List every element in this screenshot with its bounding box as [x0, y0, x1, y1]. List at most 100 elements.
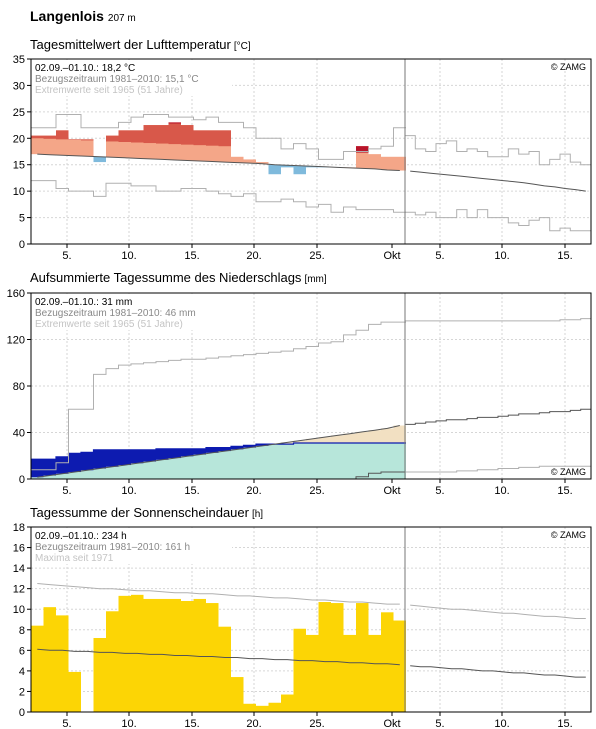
x-tick-label: 25.: [309, 250, 324, 262]
precip-normal-fill: [93, 468, 106, 479]
precip-title-unit: [mm]: [304, 274, 327, 285]
plot-frame: [30, 292, 592, 480]
precip-surplus-bar: [218, 447, 231, 452]
y-tick-label: 8: [19, 625, 25, 637]
temp-bar-above: [181, 125, 194, 145]
sunshine-bar: [356, 603, 369, 712]
x-tick-label: 15.: [184, 485, 199, 497]
temp-bar-normal: [43, 135, 56, 155]
sunshine-bar: [331, 603, 344, 712]
sunshine-bar: [118, 595, 131, 712]
precip-normal-fill: [393, 442, 406, 479]
y-tick-label: 6: [19, 645, 25, 657]
temp-min-extreme-line: [31, 180, 406, 213]
temp-bar-above: [131, 130, 144, 143]
precip-normal-fill: [243, 447, 256, 479]
legend-extremes: Extremwerte seit 1965 (51 Jahre): [35, 319, 183, 330]
precip-normal-fill: [56, 473, 69, 479]
temp-bar-above: [81, 139, 94, 141]
temp-bar-normal: [368, 154, 381, 169]
temp-bar-normal: [68, 139, 81, 156]
y-tick-label: 12: [13, 584, 25, 596]
precip-surplus-bar: [156, 448, 169, 460]
precip-normal-fill: [118, 465, 131, 479]
sunshine-bar: [368, 634, 381, 712]
sunshine-bar: [68, 671, 81, 712]
legend-background: [32, 60, 232, 96]
x-tick-label: 15.: [184, 718, 199, 729]
x-tick-label: Okt: [383, 485, 400, 497]
y-tick-label: 16: [13, 543, 25, 555]
precip-normal-fill: [193, 454, 206, 479]
precip-deficit-bar: [381, 428, 394, 443]
temp-bar-above: [106, 135, 119, 142]
sunshine-bar: [193, 598, 206, 712]
precip-chart-title: Aufsummierte Tagessumme des Niederschlag…: [30, 270, 327, 285]
precip-normal-fill: [156, 459, 169, 479]
y-tick-label: 15: [13, 160, 25, 172]
y-tick-label: 20: [13, 133, 25, 145]
y-tick-label: 10: [13, 604, 25, 616]
y-tick-label: 25: [13, 107, 25, 119]
station-header: Langenlois 207 m: [30, 8, 136, 24]
temp-outlook-min-line: [405, 209, 591, 232]
precip-normal-fill: [356, 442, 369, 479]
y-tick-label: 0: [19, 239, 25, 251]
legend-current-period: 02.09.–01.10.: 18,2 °C: [35, 63, 135, 74]
precip-surplus-bar: [243, 445, 256, 448]
precip-title-text: Aufsummierte Tagessumme des Niederschlag…: [30, 270, 302, 285]
sun-outlook-max-line: [410, 604, 586, 619]
y-tick-label: 160: [7, 288, 25, 300]
precip-surplus-bar: [106, 449, 119, 467]
x-tick-label: 5.: [435, 485, 444, 497]
temp-max-extreme-line: [31, 114, 406, 160]
temp-bar-extreme: [168, 122, 181, 124]
precip-normal-fill: [31, 477, 44, 479]
x-tick-label: 5.: [62, 718, 71, 729]
precip-normal-fill: [293, 442, 306, 479]
precip-normal-fill: [268, 444, 281, 479]
x-tick-label: 10.: [121, 718, 136, 729]
precip-normal-fill: [81, 470, 94, 479]
y-tick-label: 40: [13, 428, 25, 440]
precip-normal-fill: [231, 449, 244, 479]
x-tick-label: 10.: [121, 250, 136, 262]
precip-surplus-bar: [256, 444, 269, 446]
sunshine-bar: [243, 703, 256, 712]
sunshine-bar: [231, 677, 244, 712]
y-tick-label: 80: [13, 381, 25, 393]
temp-bar-below: [93, 156, 106, 163]
temp-bar-above: [31, 135, 44, 139]
precip-deficit-bar: [368, 430, 381, 443]
temp-bar-above: [56, 130, 69, 140]
x-tick-label: 5.: [62, 250, 71, 262]
x-tick-label: 15.: [557, 485, 572, 497]
plot-frame: [30, 526, 592, 713]
sunshine-bar: [106, 611, 119, 712]
precip-surplus-bar: [93, 449, 106, 469]
temp-bar-above: [143, 125, 156, 144]
x-tick-label: 15.: [557, 718, 572, 729]
precip-normal-fill: [106, 466, 119, 479]
sunshine-bar: [268, 702, 281, 712]
temp-outlook-max-line: [405, 135, 591, 166]
precip-surplus-bar: [181, 448, 194, 457]
sunshine-bar: [281, 694, 294, 712]
temp-bar-below: [293, 165, 306, 175]
sun-title-text: Tagessumme der Sonnenscheindauer: [30, 505, 249, 520]
temp-bar-normal: [243, 159, 256, 164]
y-tick-label: 4: [19, 666, 25, 678]
y-tick-label: 18: [13, 522, 25, 534]
sunshine-bar: [318, 602, 331, 712]
sunshine-bar: [93, 638, 106, 712]
temp-bar-above: [193, 130, 206, 146]
precip-outlook-mean-line: [405, 408, 591, 425]
precip-surplus-bar: [81, 452, 94, 471]
precip-normal-fill: [306, 442, 319, 479]
copyright-label: © ZAMG: [551, 467, 586, 477]
sunshine-bar: [143, 598, 156, 712]
x-tick-label: Okt: [383, 250, 400, 262]
